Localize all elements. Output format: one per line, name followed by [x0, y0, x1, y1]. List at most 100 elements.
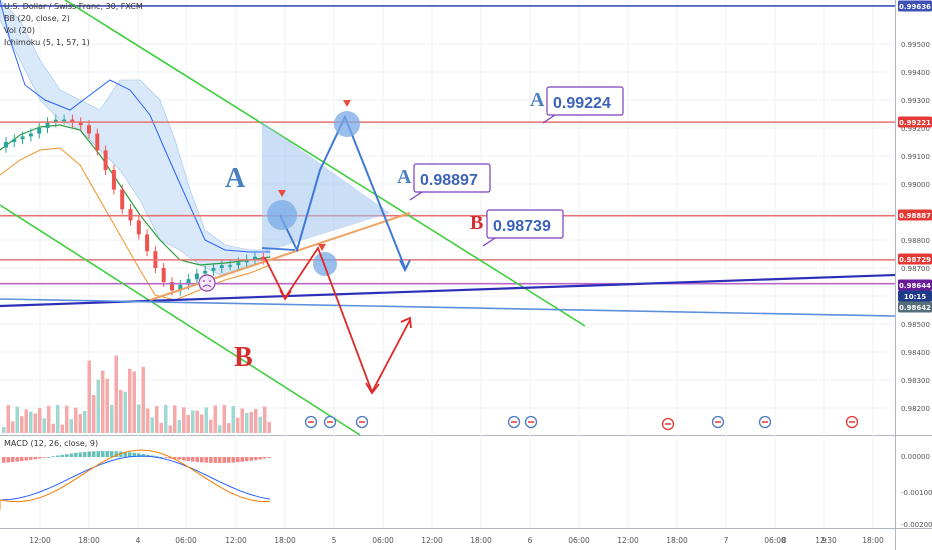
- x-tick-label: 18:00: [666, 536, 688, 545]
- macd-histogram-bar: [92, 451, 96, 457]
- y-tick-label: 0.98800: [901, 237, 930, 245]
- y-tick-label: 0.99500: [901, 41, 930, 49]
- macd-histogram-bar: [69, 453, 73, 457]
- indicator-vol-label[interactable]: Vol (20): [4, 26, 35, 35]
- macd-histogram-bar: [60, 454, 64, 457]
- candle-body: [161, 268, 166, 282]
- macd-histogram-bar: [168, 457, 172, 459]
- price-badge: [898, 116, 932, 128]
- candle-body: [261, 256, 266, 260]
- macd-pane[interactable]: [0, 436, 895, 528]
- price-badge: [898, 253, 932, 265]
- volume-bar: [254, 409, 258, 433]
- ichimoku-cloud-area: [0, 0, 271, 276]
- volume-bar: [29, 411, 33, 433]
- volume-bar: [24, 409, 28, 433]
- candle-body: [228, 265, 233, 267]
- volume-bar: [6, 405, 10, 433]
- macd-histogram-bar: [213, 457, 217, 463]
- macd-histogram-bar: [2, 457, 6, 463]
- price-badge-label: 0.99221: [899, 119, 931, 127]
- callout-pointer: [409, 191, 423, 201]
- volume-bar: [204, 407, 208, 433]
- volume-bar: [173, 405, 177, 433]
- volume-bar: [240, 408, 244, 433]
- callout-box: [546, 86, 624, 116]
- volume-bar: [132, 371, 136, 433]
- price-badge-label: 10:15: [904, 293, 926, 301]
- x-tick-label: 06:00: [764, 536, 786, 545]
- macd-histogram-bar: [155, 456, 159, 457]
- x-tick-label: 18:00: [274, 536, 296, 545]
- macd-histogram-bar: [159, 456, 163, 458]
- macd-histogram-bar: [182, 457, 186, 461]
- candle-body: [236, 262, 241, 266]
- y-tick-label: 0.98300: [901, 377, 930, 385]
- macd-histogram-bar: [227, 457, 231, 463]
- x-tick-label: 18:00: [470, 536, 492, 545]
- candle-body: [194, 273, 199, 280]
- macd-histogram-bar: [47, 457, 51, 458]
- macd-histogram-bar: [137, 453, 141, 457]
- volume-bar: [128, 368, 132, 433]
- volume-bar: [182, 407, 186, 433]
- blue-trendline: [0, 298, 896, 317]
- indicator-ichimoku-label[interactable]: Ichimoku (5, 1, 57, 1): [4, 38, 90, 47]
- candle-body: [95, 133, 100, 151]
- macd-histogram-bar: [110, 451, 114, 457]
- indicator-bb-label[interactable]: BB (20, close, 2): [4, 14, 70, 23]
- y-tick-label: 0.99400: [901, 69, 930, 77]
- pivot-circle: [334, 111, 360, 137]
- macd-histogram-bar: [173, 457, 177, 460]
- pattern-drawings: AB: [0, 0, 896, 436]
- volume-bar: [78, 414, 82, 433]
- macd-histogram-bar: [105, 451, 109, 457]
- bb-lower-band: [0, 147, 271, 301]
- candle-body: [62, 119, 67, 122]
- macd-axis[interactable]: 0.00000 -0.00100 -0.00200: [901, 453, 932, 529]
- volume-bar: [249, 412, 253, 433]
- macd-histogram-bar: [195, 457, 199, 462]
- volume-bar: [258, 416, 262, 433]
- macd-label[interactable]: MACD (12, 26, close, 9): [4, 439, 99, 448]
- macd-tick-label: -0.00100: [901, 489, 932, 497]
- macd-histogram-bar: [218, 457, 222, 463]
- candle-body: [170, 282, 174, 291]
- price-badge-label: 0.98887: [899, 212, 931, 220]
- economic-event-icons: [304, 415, 859, 431]
- volume-bar: [69, 419, 73, 433]
- volume-bar: [56, 405, 60, 433]
- x-tick-label: 12:00: [617, 536, 639, 545]
- green-channel-upper: [64, 0, 586, 327]
- volume-bar: [101, 370, 105, 433]
- price-badge: [898, 301, 932, 313]
- candle-body: [28, 133, 33, 137]
- volume-bar: [105, 378, 109, 433]
- candle-body: [186, 279, 191, 285]
- time-axis[interactable]: 12:00 18:00 4 06:00 12:00 18:00 5 06:00 12:00 18:…: [29, 536, 884, 545]
- volume-bars: [2, 355, 271, 433]
- macd-histogram-bar: [177, 457, 181, 460]
- x-tick-label: 4: [136, 536, 141, 545]
- candle-body: [219, 265, 224, 268]
- price-badge-label: 0.98644: [899, 282, 931, 290]
- x-tick-label: 06:00: [372, 536, 394, 545]
- volume-bar: [92, 394, 96, 433]
- price-pane[interactable]: [0, 0, 895, 435]
- macd-histogram-bar: [38, 457, 42, 459]
- callout-value: 0.98897: [420, 172, 478, 189]
- arrow-head: [365, 382, 380, 395]
- macd-histogram-bar: [74, 452, 78, 457]
- price-axis[interactable]: 0.99500 0.99400 0.99300 0.99200 0.99100 0.990…: [901, 41, 930, 413]
- macd-histogram-bar: [267, 457, 271, 458]
- volume-bar: [51, 423, 55, 433]
- volume-bar: [231, 406, 235, 433]
- macd-indicator: [0, 449, 271, 510]
- volume-bar: [15, 406, 19, 433]
- candle-body: [145, 234, 150, 252]
- volume-bar: [74, 407, 78, 433]
- candle-body: [111, 170, 116, 190]
- macd-histogram-bar: [245, 457, 249, 462]
- volume-bar: [164, 405, 168, 433]
